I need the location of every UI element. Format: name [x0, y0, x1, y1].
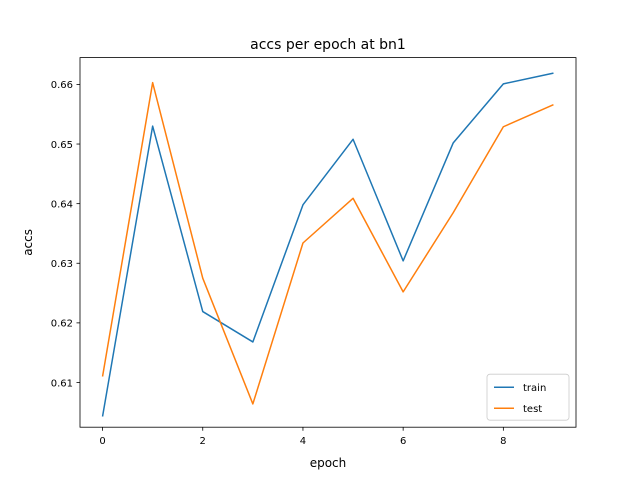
x-tick-label: 6 [400, 436, 406, 447]
x-tick-label: 0 [99, 436, 105, 447]
x-axis-label: epoch [310, 456, 347, 470]
series-layer [101, 72, 554, 417]
legend-label-test: test [523, 404, 542, 415]
legend: train test [486, 373, 570, 421]
y-tick-label: 0.66 [51, 80, 73, 91]
x-tick-label: 2 [200, 436, 206, 447]
x-axis: 0 2 4 6 8 [99, 427, 507, 447]
y-tick-label: 0.64 [51, 199, 73, 210]
legend-label-train: train [523, 383, 546, 394]
y-tick-label: 0.61 [51, 378, 73, 389]
x-tick-label: 8 [500, 436, 506, 447]
series-line-train [101, 72, 554, 417]
y-tick-label: 0.62 [51, 319, 73, 330]
y-tick-label: 0.63 [51, 259, 73, 270]
series-line-test [101, 81, 554, 405]
x-tick-label: 4 [300, 436, 306, 447]
chart-title: accs per epoch at bn1 [250, 37, 406, 53]
plot-frame [79, 57, 577, 428]
y-axis-label: accs [21, 229, 35, 256]
y-tick-label: 0.65 [51, 140, 73, 151]
y-axis: 0.61 0.62 0.63 0.64 0.65 0.66 [51, 80, 80, 389]
